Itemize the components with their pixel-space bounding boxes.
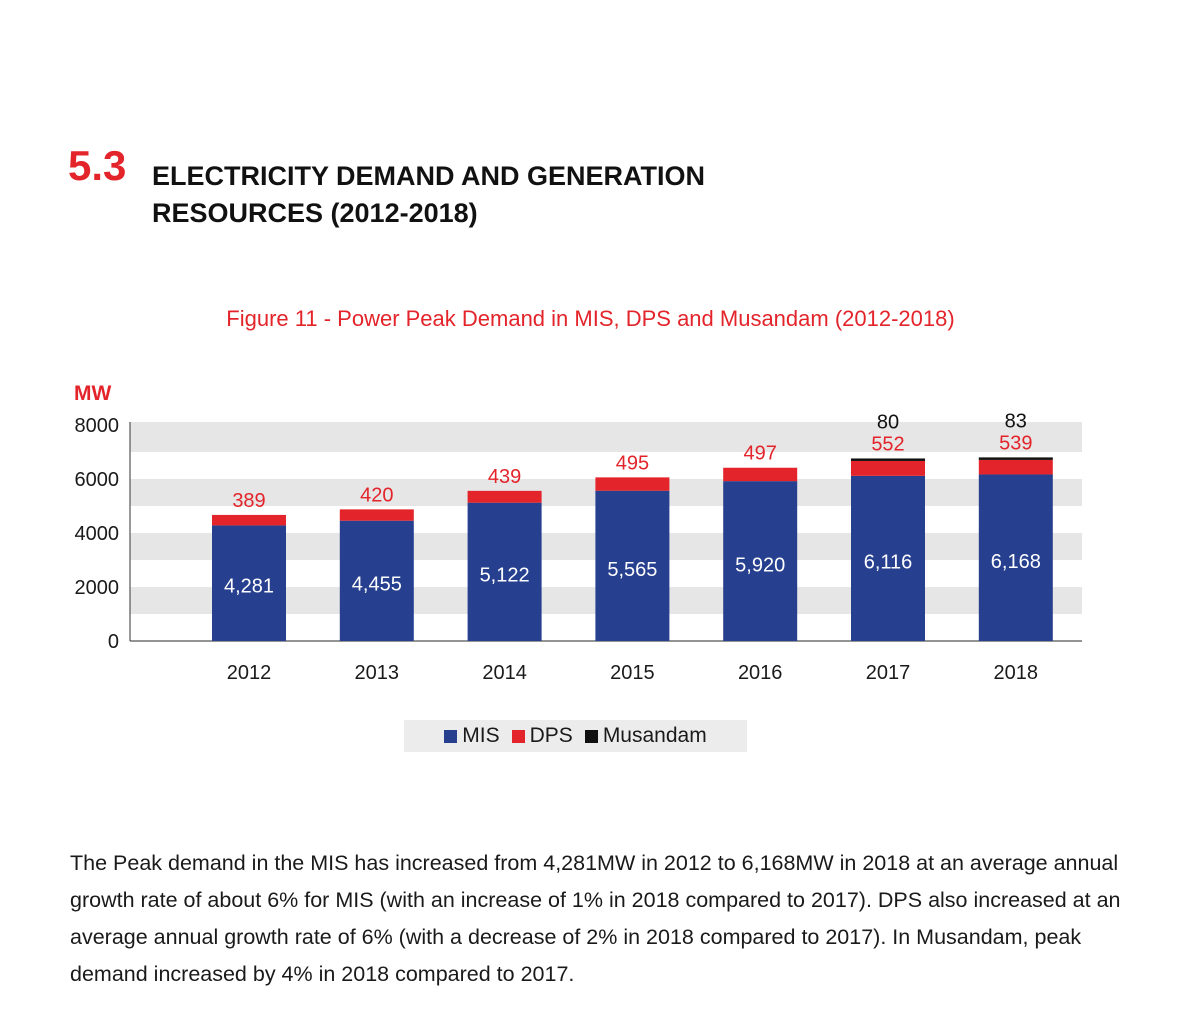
y-tick-label: 4000 — [75, 523, 120, 545]
bar-dps — [467, 490, 542, 503]
data-label-mis: 5,122 — [480, 565, 530, 587]
bar-dps — [595, 477, 670, 491]
data-label-mis: 5,565 — [607, 559, 657, 581]
data-label-dps: 389 — [232, 490, 265, 512]
x-tick-label: 2015 — [610, 662, 655, 684]
x-tick-label: 2014 — [482, 662, 527, 684]
bar-mis — [339, 520, 414, 641]
data-label-mis: 4,281 — [224, 576, 274, 598]
legend-item-mis: MIS — [444, 724, 500, 748]
section-title: ELECTRICITY DEMAND AND GENERATION RESOUR… — [152, 158, 752, 232]
bar-dps — [212, 514, 286, 526]
grid-band — [130, 422, 1082, 452]
y-axis-unit-label: MW — [74, 382, 111, 405]
section-title-line-2: RESOURCES (2012-2018) — [152, 198, 478, 228]
legend-swatch-mis — [444, 729, 458, 743]
x-tick-label: 2012 — [227, 662, 272, 684]
data-label-dps: 497 — [744, 443, 777, 465]
bar-mis — [467, 502, 542, 641]
bar-dps — [723, 467, 798, 482]
chart-legend: MIS DPS Musandam — [404, 720, 747, 752]
bar-mis — [851, 475, 925, 641]
data-label-dps: 420 — [360, 484, 393, 506]
bar-mis — [723, 481, 798, 641]
bar-dps — [978, 459, 1053, 475]
body-paragraph: The Peak demand in the MIS has increased… — [70, 851, 1121, 986]
y-tick-label: 2000 — [75, 577, 120, 599]
section-title-line-1: ELECTRICITY DEMAND AND GENERATION — [152, 161, 706, 191]
bar-dps — [851, 460, 925, 476]
data-label-mis: 4,455 — [352, 573, 402, 595]
data-label-mis: 5,920 — [735, 554, 785, 576]
x-tick-label: 2018 — [994, 662, 1039, 684]
legend-swatch-dps — [511, 729, 525, 743]
x-tick-label: 2013 — [355, 662, 400, 684]
bar-musandam — [978, 457, 1053, 460]
legend-item-dps: DPS — [511, 724, 573, 748]
legend-swatch-musandam — [584, 729, 598, 743]
y-tick-label: 0 — [108, 631, 119, 653]
legend-item-musandam: Musandam — [584, 724, 707, 748]
x-tick-label: 2017 — [866, 662, 911, 684]
figure-caption: Figure 11 - Power Peak Demand in MIS, DP… — [226, 306, 955, 331]
data-label-dps: 495 — [616, 452, 649, 474]
data-label-musandam: 83 — [1005, 410, 1027, 432]
data-label-mis: 6,168 — [991, 551, 1041, 573]
data-label-dps: 439 — [488, 466, 521, 488]
data-label-dps: 552 — [871, 433, 904, 455]
data-label-musandam: 80 — [877, 411, 899, 433]
bar-mis — [212, 525, 286, 641]
data-label-mis: 6,116 — [864, 552, 913, 574]
bar-musandam — [851, 458, 925, 461]
bar-mis — [595, 490, 670, 641]
x-tick-label: 2016 — [738, 662, 783, 684]
bar-dps — [339, 509, 414, 521]
y-tick-label: 8000 — [75, 415, 120, 437]
section-number: 5.3 — [68, 142, 127, 189]
legend-label-dps: DPS — [529, 724, 573, 747]
data-label-dps: 539 — [999, 432, 1032, 454]
peak-demand-chart: MW 0 2000 4000 6000 8000 4,281 389 2012 4,455 420 2… — [74, 382, 1082, 684]
legend-label-musandam: Musandam — [602, 724, 707, 747]
y-tick-label: 6000 — [75, 469, 120, 491]
bar-mis — [978, 474, 1053, 641]
legend-label-mis: MIS — [462, 724, 500, 747]
